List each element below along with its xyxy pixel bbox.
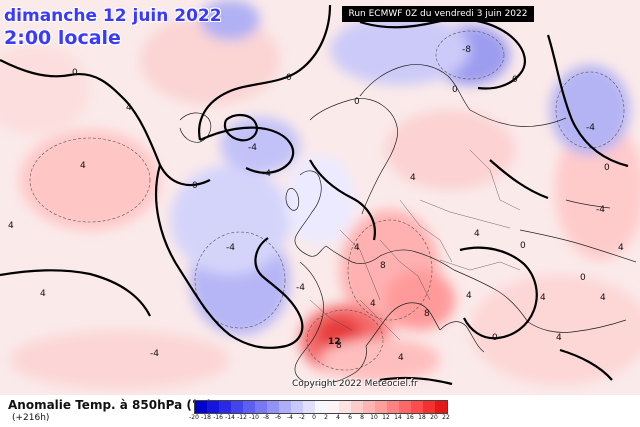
scale-tick-label: -2	[299, 414, 305, 421]
contour-label: -4	[296, 283, 305, 293]
contour-label: 4	[618, 243, 624, 253]
scale-tick-label: 16	[406, 414, 414, 421]
contour-label: 0	[492, 333, 498, 343]
contour-label: 0	[354, 97, 360, 107]
contour-label: 0	[452, 85, 458, 95]
color-scale	[194, 400, 448, 414]
scale-swatch	[375, 401, 387, 413]
scale-swatch	[351, 401, 363, 413]
borders	[309, 149, 521, 341]
contour-label: 4	[474, 229, 480, 239]
run-label: Run ECMWF 0Z du vendredi 3 juin 2022	[342, 6, 534, 22]
contour-label: 8	[424, 309, 430, 319]
contour-label: 0	[192, 181, 198, 191]
scale-tick-label: 12	[382, 414, 390, 421]
contour-label: 0	[72, 68, 78, 78]
scale-tick-label: 20	[430, 414, 438, 421]
scale-swatch	[207, 401, 219, 413]
scale-tick-label: 22	[442, 414, 450, 421]
scale-swatch	[315, 401, 327, 413]
contour-label: 0	[286, 73, 292, 83]
contour-label: 4	[410, 173, 416, 183]
contour-label: -4	[596, 205, 605, 215]
scale-swatch	[303, 401, 315, 413]
scale-tick-label: 0	[312, 414, 316, 421]
scale-tick-label: 10	[370, 414, 378, 421]
scale-swatch	[255, 401, 267, 413]
scale-tick-label: 6	[348, 414, 352, 421]
scale-swatch	[435, 401, 447, 413]
scale-swatch	[267, 401, 279, 413]
contour-label: 0	[580, 273, 586, 283]
scale-tick-label: -16	[213, 414, 223, 421]
scale-swatch	[219, 401, 231, 413]
contour-label: 4	[540, 293, 546, 303]
contour-label: 12	[328, 337, 341, 347]
scale-tick-label: 8	[360, 414, 364, 421]
scale-tick-label: -12	[237, 414, 247, 421]
scale-tick-label: 14	[394, 414, 402, 421]
contour-label: 0	[520, 241, 526, 251]
contour-label: 4	[466, 291, 472, 301]
scale-swatch	[327, 401, 339, 413]
scale-swatch	[411, 401, 423, 413]
contour-label: -4	[226, 243, 235, 253]
contour-labels: 0 0 0 0 0 -4 -4 -8 -4 -4 -4 -4 -4 0 4 4 …	[8, 45, 624, 363]
contour-label: 4	[354, 243, 360, 253]
contour-label: 4	[80, 161, 86, 171]
legend-subtitle: (+216h)	[12, 413, 50, 423]
scale-swatch	[339, 401, 351, 413]
temperature-anomaly-map: 0 0 0 0 0 -4 -4 -8 -4 -4 -4 -4 -4 0 4 4 …	[0, 0, 640, 395]
contour-label: 4	[600, 293, 606, 303]
scale-tick-label: -6	[275, 414, 281, 421]
contour-label: -8	[462, 45, 471, 55]
contour-label: 0	[512, 75, 518, 85]
contour-label: 0	[604, 163, 610, 173]
scale-swatch	[231, 401, 243, 413]
thin-isolines	[29, 30, 625, 371]
scale-tick-label: -18	[201, 414, 211, 421]
scale-tick-label: 4	[336, 414, 340, 421]
contour-label: 4	[40, 289, 46, 299]
forecast-date: dimanche 12 juin 2022	[4, 6, 222, 26]
scale-swatch	[399, 401, 411, 413]
copyright: Copyright 2022 Meteociel.fr	[292, 379, 418, 389]
contour-label: 4	[556, 333, 562, 343]
contour-label: -4	[586, 123, 595, 133]
scale-swatch	[363, 401, 375, 413]
scale-tick-label: -14	[225, 414, 235, 421]
contour-label: 4	[8, 221, 14, 231]
legend-title: Anomalie Temp. à 850hPa (°C)	[8, 398, 213, 412]
scale-swatch	[279, 401, 291, 413]
forecast-time: 2:00 locale	[4, 27, 121, 49]
scale-swatch	[195, 401, 207, 413]
scale-tick-label: -10	[249, 414, 259, 421]
contour-label: 8	[336, 341, 342, 351]
contour-label: 4	[398, 353, 404, 363]
contour-label: 8	[380, 261, 386, 271]
contour-label: 4	[126, 103, 132, 113]
contour-label: -4	[262, 169, 271, 179]
contour-label: 4	[370, 299, 376, 309]
coastlines	[179, 64, 637, 385]
scale-swatch	[423, 401, 435, 413]
scale-tick-label: -8	[263, 414, 269, 421]
scale-swatch	[387, 401, 399, 413]
scale-tick-label: -20	[189, 414, 199, 421]
contour-label: -4	[248, 143, 257, 153]
scale-swatch	[243, 401, 255, 413]
scale-tick-label: 2	[324, 414, 328, 421]
scale-tick-label: -4	[287, 414, 293, 421]
scale-tick-label: 18	[418, 414, 426, 421]
scale-swatch	[291, 401, 303, 413]
contour-label: -4	[150, 349, 159, 359]
